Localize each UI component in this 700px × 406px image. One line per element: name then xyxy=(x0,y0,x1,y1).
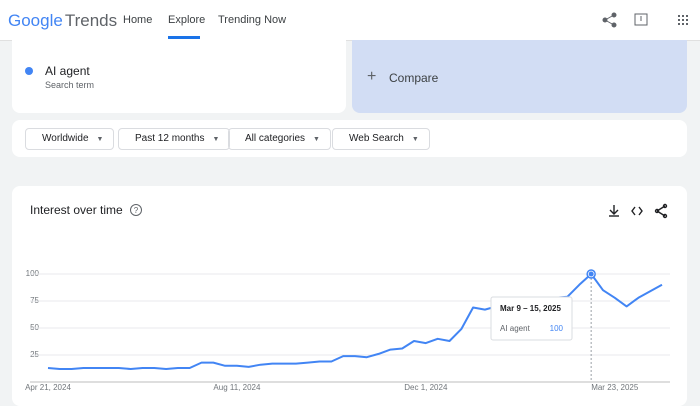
filter-label: Web Search xyxy=(349,133,404,144)
tooltip-term: AI agent xyxy=(500,324,531,333)
tooltip-box xyxy=(490,296,573,341)
plus-icon: + xyxy=(367,68,377,85)
x-tick-label: Aug 11, 2024 xyxy=(213,383,261,392)
filter-label: Past 12 months xyxy=(135,133,205,144)
nav-link[interactable]: Explore xyxy=(168,14,206,26)
compare-card[interactable]: + Compare xyxy=(352,40,687,113)
compare-label: Compare xyxy=(389,71,439,85)
filter[interactable]: Past 12 months ▼ xyxy=(118,128,231,150)
feedback-icon[interactable] xyxy=(634,13,648,26)
hover-point-core xyxy=(588,271,594,277)
filter[interactable]: Worldwide ▼ xyxy=(25,128,115,150)
header: Google Trends Home Explore Trending Now xyxy=(0,0,700,41)
share-icon[interactable] xyxy=(602,12,617,28)
search-term: AI agent xyxy=(45,64,90,78)
x-tick-label: Apr 21, 2024 xyxy=(25,383,71,392)
search-subtitle: Search term xyxy=(45,80,95,90)
series-dot xyxy=(25,67,33,75)
filter-bar xyxy=(12,120,687,157)
x-tick-label: Mar 23, 2025 xyxy=(591,383,639,392)
tooltip-value: 100 xyxy=(550,324,564,333)
svg-text:?: ? xyxy=(134,206,139,215)
filter[interactable]: Web Search ▼ xyxy=(332,128,430,150)
filter-label: Worldwide xyxy=(42,133,89,144)
chart-title: Interest over time xyxy=(30,203,123,217)
embed-icon[interactable] xyxy=(631,206,643,216)
logo[interactable]: Google Trends xyxy=(8,11,117,31)
search-term-card[interactable]: AI agent Search term xyxy=(12,40,346,113)
download-icon[interactable] xyxy=(609,205,619,217)
logo-trends: Trends xyxy=(64,11,118,30)
x-tick-label: Dec 1, 2024 xyxy=(404,383,448,392)
nav-indicator xyxy=(168,36,200,39)
tooltip: Mar 9 – 15, 2025 AI agent 100 xyxy=(490,296,573,341)
nav-link[interactable]: Trending Now xyxy=(218,14,287,26)
apps-icon[interactable] xyxy=(678,15,688,25)
tooltip-date: Mar 9 – 15, 2025 xyxy=(500,304,561,313)
filter-label: All categories xyxy=(245,133,306,144)
share-icon[interactable] xyxy=(654,203,668,219)
header-icons xyxy=(602,12,688,28)
help-icon[interactable]: ? xyxy=(130,204,142,216)
filter[interactable]: All categories ▼ xyxy=(228,128,331,150)
nav-link[interactable]: Home xyxy=(123,14,153,26)
logo-google: Google xyxy=(8,11,63,30)
